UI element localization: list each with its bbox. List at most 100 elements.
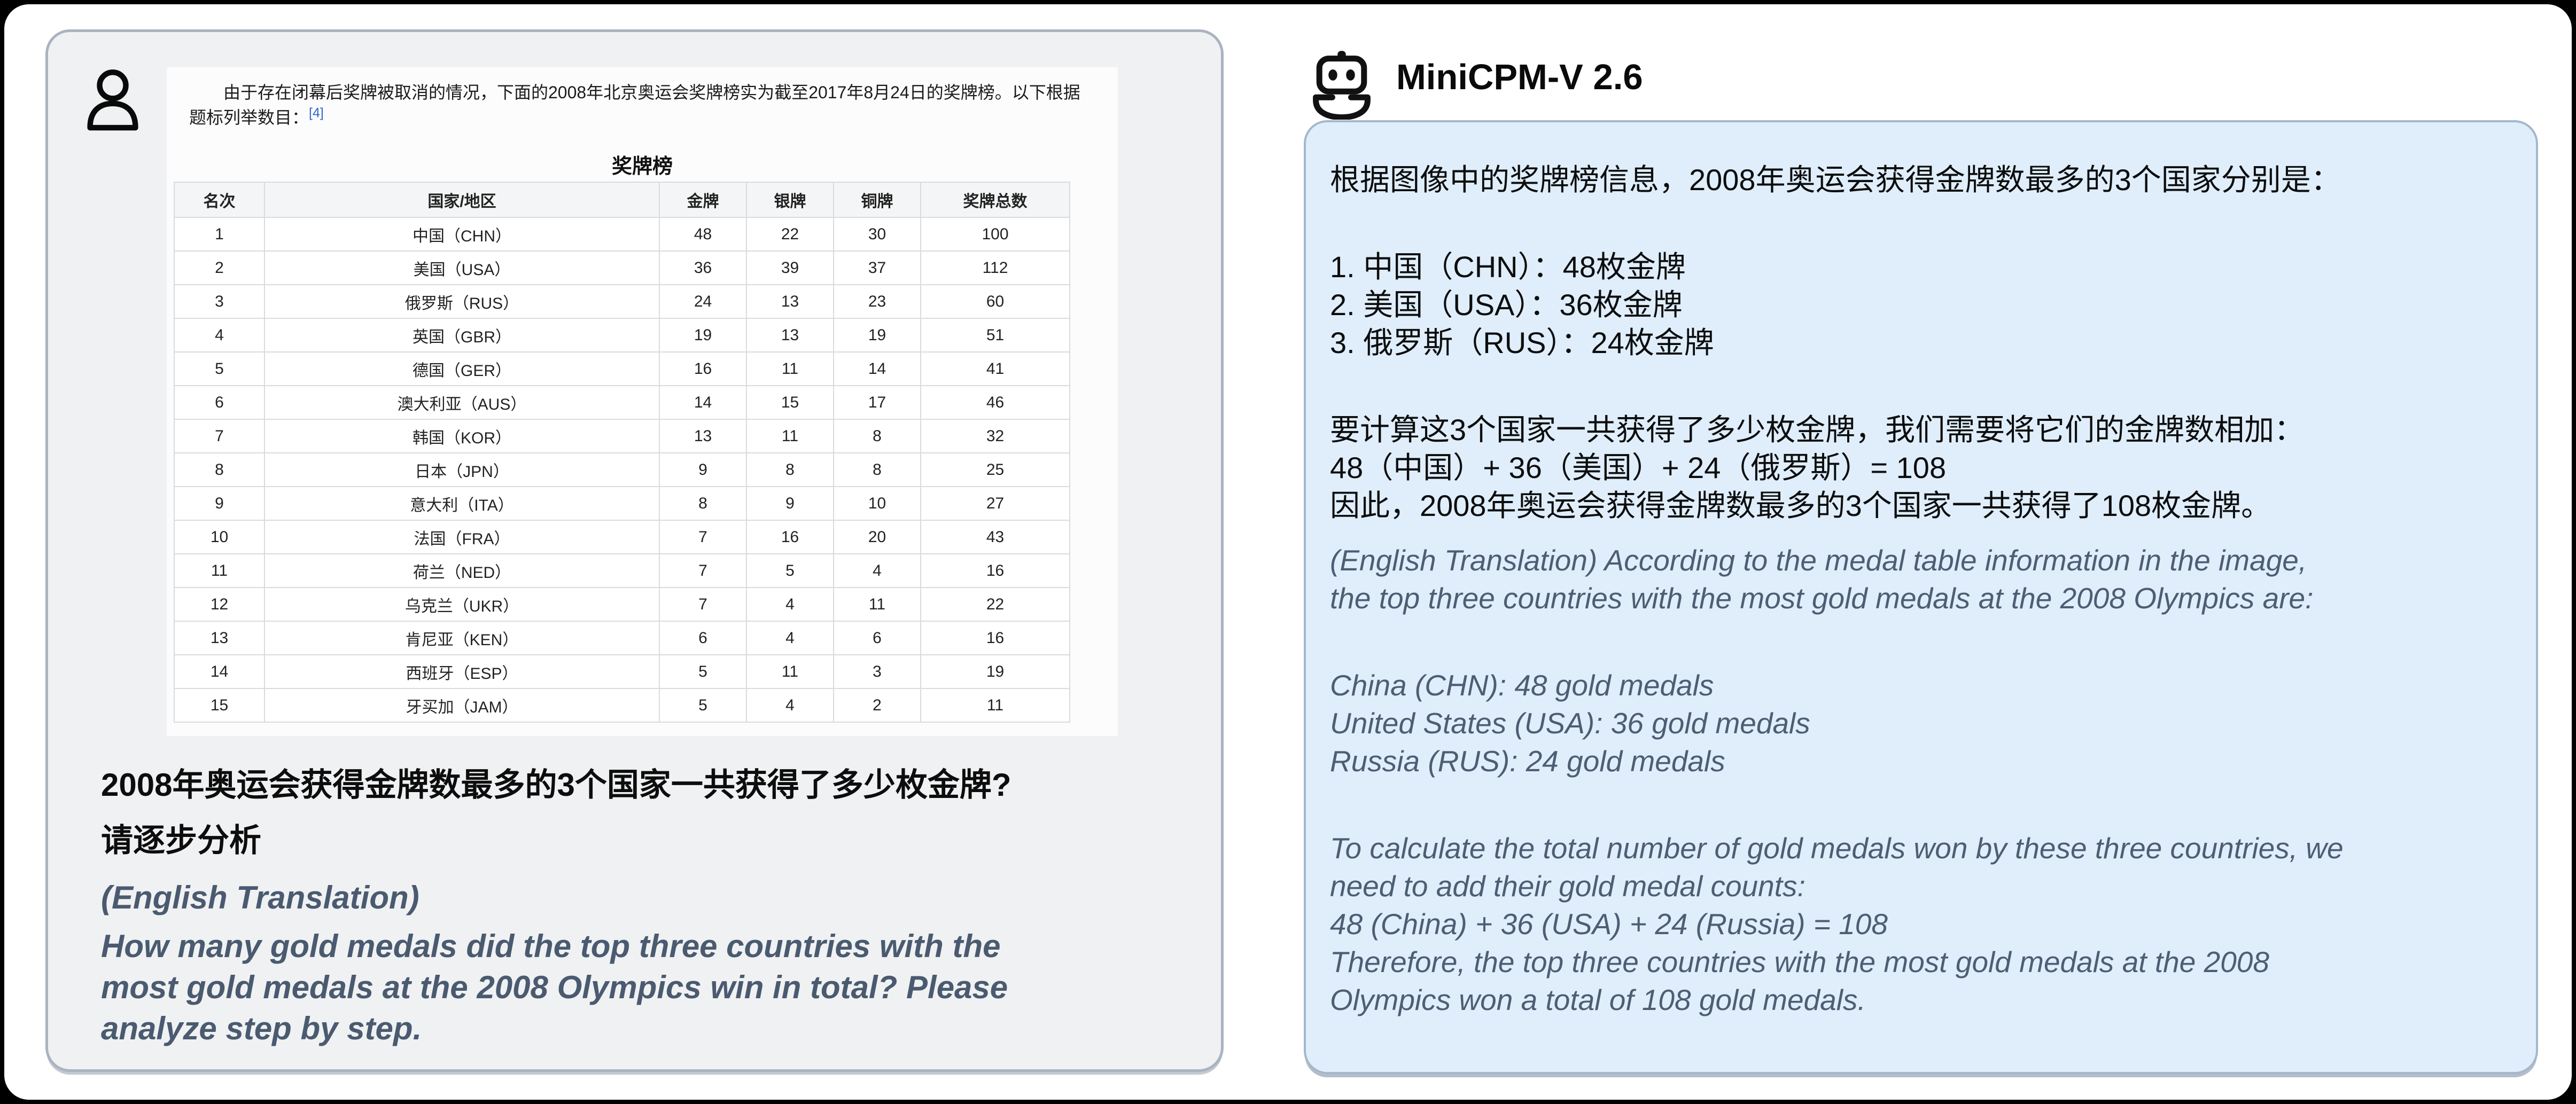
image-paragraph-text: 由于存在闭幕后奖牌被取消的情况，下面的2008年北京奥运会奖牌榜实为截至2017…	[189, 83, 1080, 127]
text-line: 2008年奥运会获得金牌数最多的3个国家一共获得了多少枚金牌?	[101, 767, 1011, 803]
column-header: 银牌	[746, 182, 834, 218]
table-cell: 10	[833, 486, 921, 521]
table-cell: 6	[659, 621, 747, 655]
text-line: 请逐步分析	[101, 823, 261, 858]
table-row: 6 澳大利亚（AUS） 14 15 17 46	[174, 385, 1070, 420]
user-question-translation: (English Translation) How many gold medal…	[101, 877, 1212, 1049]
column-header: 金牌	[659, 182, 747, 218]
text-line: To calculate the total number of gold me…	[1330, 832, 2344, 865]
text-line	[1330, 199, 2512, 248]
model-response-bubble: 根据图像中的奖牌榜信息，2008年奥运会获得金牌数最多的3个国家分别是： 1. 中…	[1304, 120, 2538, 1074]
table-cell: 43	[920, 520, 1070, 554]
medal-table: 名次 国家/地区 金牌 银牌 铜牌 奖牌总数 1 中国（CHN） 48 22 30 100 2 美国（US…	[174, 182, 1070, 723]
text-line: Therefore, the top three countries with …	[1330, 945, 2269, 978]
table-cell: 37	[833, 250, 921, 285]
table-cell: 8	[659, 486, 747, 521]
table-cell: 13	[174, 621, 265, 655]
table-cell: 9	[174, 486, 265, 521]
table-cell: 17	[833, 385, 921, 420]
table-row: 15 牙买加（JAM） 5 4 2 11	[174, 688, 1070, 723]
text-line: the top three countries with the most go…	[1330, 582, 2314, 615]
text-line: need to add their gold medal counts:	[1330, 870, 1805, 903]
table-row: 9 意大利（ITA） 8 9 10 27	[174, 486, 1070, 521]
text-line: 1. 中国（CHN）：48枚金牌	[1330, 250, 1686, 284]
text-line: 48（中国）+ 36（美国）+ 24（俄罗斯）= 108	[1330, 451, 1947, 484]
column-header: 名次	[174, 182, 265, 218]
table-cell: 46	[920, 385, 1070, 420]
table-cell: 13	[746, 284, 834, 319]
table-cell: 41	[920, 351, 1070, 386]
text-line: China (CHN): 48 gold medals	[1330, 669, 1714, 702]
table-cell: 4	[746, 621, 834, 655]
table-cell: 36	[659, 250, 747, 285]
table-cell: 112	[920, 250, 1070, 285]
table-cell: 俄罗斯（RUS）	[264, 284, 660, 319]
text-line: (English Translation) According to the m…	[1330, 544, 2307, 577]
text-line: How many gold medals did the top three c…	[101, 928, 1001, 964]
table-cell: 14	[659, 385, 747, 420]
table-cell: 7	[174, 419, 265, 453]
table-row: 13 肯尼亚（KEN） 6 4 6 16	[174, 621, 1070, 655]
table-cell: 日本（JPN）	[264, 452, 660, 487]
table-row: 3 俄罗斯（RUS） 24 13 23 60	[174, 284, 1070, 319]
table-cell: 15	[746, 385, 834, 420]
table-cell: 8	[746, 452, 834, 487]
table-row: 12 乌克兰（UKR） 7 4 11 22	[174, 587, 1070, 622]
table-cell: 8	[174, 452, 265, 487]
table-cell: 5	[746, 553, 834, 588]
table-cell: 24	[659, 284, 747, 319]
table-cell: 19	[920, 654, 1070, 689]
table-cell: 48	[659, 217, 747, 252]
text-line	[1330, 362, 2512, 411]
table-cell: 法国（FRA）	[264, 520, 660, 554]
table-cell: 30	[833, 217, 921, 252]
column-header: 国家/地区	[264, 182, 660, 218]
text-line: Russia (RUS): 24 gold medals	[1330, 745, 1725, 778]
table-cell: 荷兰（NED）	[264, 553, 660, 588]
column-header: 奖牌总数	[920, 182, 1070, 218]
table-cell: 4	[746, 688, 834, 723]
table-cell: 德国（GER）	[264, 351, 660, 386]
question-image: 由于存在闭幕后奖牌被取消的情况，下面的2008年北京奥运会奖牌榜实为截至2017…	[167, 67, 1118, 736]
table-cell: 澳大利亚（AUS）	[264, 385, 660, 420]
column-header: 铜牌	[833, 182, 921, 218]
table-cell: 10	[174, 520, 265, 554]
model-response-chinese: 根据图像中的奖牌榜信息，2008年奥运会获得金牌数最多的3个国家分别是： 1. 中…	[1330, 161, 2512, 524]
table-cell: 1	[174, 217, 265, 252]
text-line: 因此，2008年奥运会获得金牌数最多的3个国家一共获得了108枚金牌。	[1330, 489, 2271, 522]
table-cell: 11	[746, 351, 834, 386]
table-cell: 16	[746, 520, 834, 554]
table-cell: 11	[746, 419, 834, 453]
table-cell: 3	[833, 654, 921, 689]
table-cell: 27	[920, 486, 1070, 521]
table-cell: 5	[659, 654, 747, 689]
table-cell: 12	[174, 587, 265, 622]
text-line	[1330, 617, 2512, 667]
table-cell: 16	[920, 621, 1070, 655]
table-cell: 15	[174, 688, 265, 723]
table-cell: 5	[659, 688, 747, 723]
table-cell: 2	[833, 688, 921, 723]
table-cell: 60	[920, 284, 1070, 319]
table-cell: 23	[833, 284, 921, 319]
user-icon	[87, 69, 138, 131]
table-cell: 9	[746, 486, 834, 521]
reference-link: [4]	[309, 105, 324, 121]
table-cell: 11	[746, 654, 834, 689]
table-cell: 乌克兰（UKR）	[264, 587, 660, 622]
table-cell: 美国（USA）	[264, 250, 660, 285]
table-cell: 13	[746, 318, 834, 353]
table-cell: 意大利（ITA）	[264, 486, 660, 521]
table-cell: 13	[659, 419, 747, 453]
table-cell: 牙买加（JAM）	[264, 688, 660, 723]
table-row: 1 中国（CHN） 48 22 30 100	[174, 217, 1070, 252]
table-cell: 32	[920, 419, 1070, 453]
table-cell: 16	[920, 553, 1070, 588]
image-paragraph: 由于存在闭幕后奖牌被取消的情况，下面的2008年北京奥运会奖牌榜实为截至2017…	[189, 80, 1096, 130]
table-row: 14 西班牙（ESP） 5 11 3 19	[174, 654, 1070, 689]
table-cell: 51	[920, 318, 1070, 353]
table-row: 2 美国（USA） 36 39 37 112	[174, 250, 1070, 285]
model-response-translation: (English Translation) According to the m…	[1330, 542, 2512, 1019]
table-cell: 西班牙（ESP）	[264, 654, 660, 689]
